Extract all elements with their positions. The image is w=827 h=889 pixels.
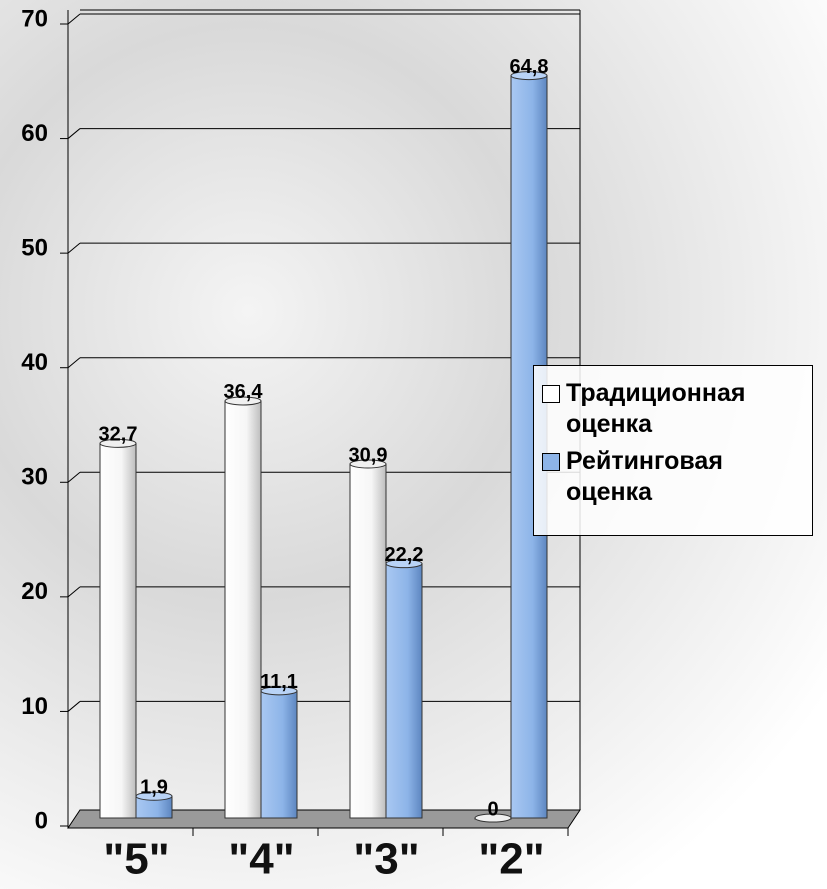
- bar: [224, 400, 262, 819]
- y-tick-label: 50: [21, 234, 48, 261]
- y-tick-label: 10: [21, 693, 48, 720]
- y-tick-label: 30: [21, 464, 48, 491]
- value-label: 1,9: [140, 777, 168, 799]
- x-tick-label: "3": [353, 835, 419, 884]
- value-label: 11,1: [260, 671, 298, 693]
- x-tick-label: "5": [103, 835, 169, 884]
- legend-swatch: [542, 385, 560, 403]
- bar-top: [349, 459, 387, 469]
- y-tick-label: 60: [21, 120, 48, 147]
- bar-top: [99, 438, 137, 448]
- bar: [99, 442, 137, 819]
- x-tick-label: "4": [228, 835, 294, 884]
- x-tick-label: "2": [478, 835, 544, 884]
- grid-line: [67, 242, 81, 254]
- legend-item: Рейтинговая оценка: [540, 446, 806, 508]
- bar-top: [385, 559, 423, 569]
- legend: Традиционная оценка Рейтинговая оценка: [533, 365, 813, 536]
- legend-label: Рейтинговая оценка: [566, 447, 723, 506]
- bar-top: [135, 791, 173, 801]
- bar-top: [260, 686, 298, 696]
- bar-top: [224, 396, 262, 406]
- bar: [349, 463, 387, 819]
- bar-top: [510, 71, 548, 81]
- grid-line: [67, 701, 81, 712]
- grid-line: [67, 586, 81, 598]
- bar: [385, 563, 423, 819]
- y-tick-label: 70: [21, 5, 48, 32]
- grid-line: [67, 471, 81, 483]
- bar: [260, 690, 298, 819]
- legend-item: Традиционная оценка: [540, 378, 806, 440]
- y-tick-label: 40: [21, 349, 48, 376]
- value-label: 64,8: [510, 56, 549, 78]
- grid-line: [67, 13, 81, 25]
- value-label: 32,7: [99, 424, 138, 446]
- grid-line: [67, 357, 81, 369]
- value-label: 22,2: [385, 544, 424, 566]
- value-label: 36,4: [224, 381, 264, 403]
- value-label: 0: [487, 798, 498, 820]
- y-tick-label: 0: [35, 807, 48, 834]
- legend-label: Традиционная оценка: [566, 379, 746, 438]
- y-tick-label: 20: [21, 578, 48, 605]
- legend-swatch: [542, 453, 560, 471]
- value-label: 30,9: [349, 444, 388, 466]
- grid-line: [67, 128, 81, 139]
